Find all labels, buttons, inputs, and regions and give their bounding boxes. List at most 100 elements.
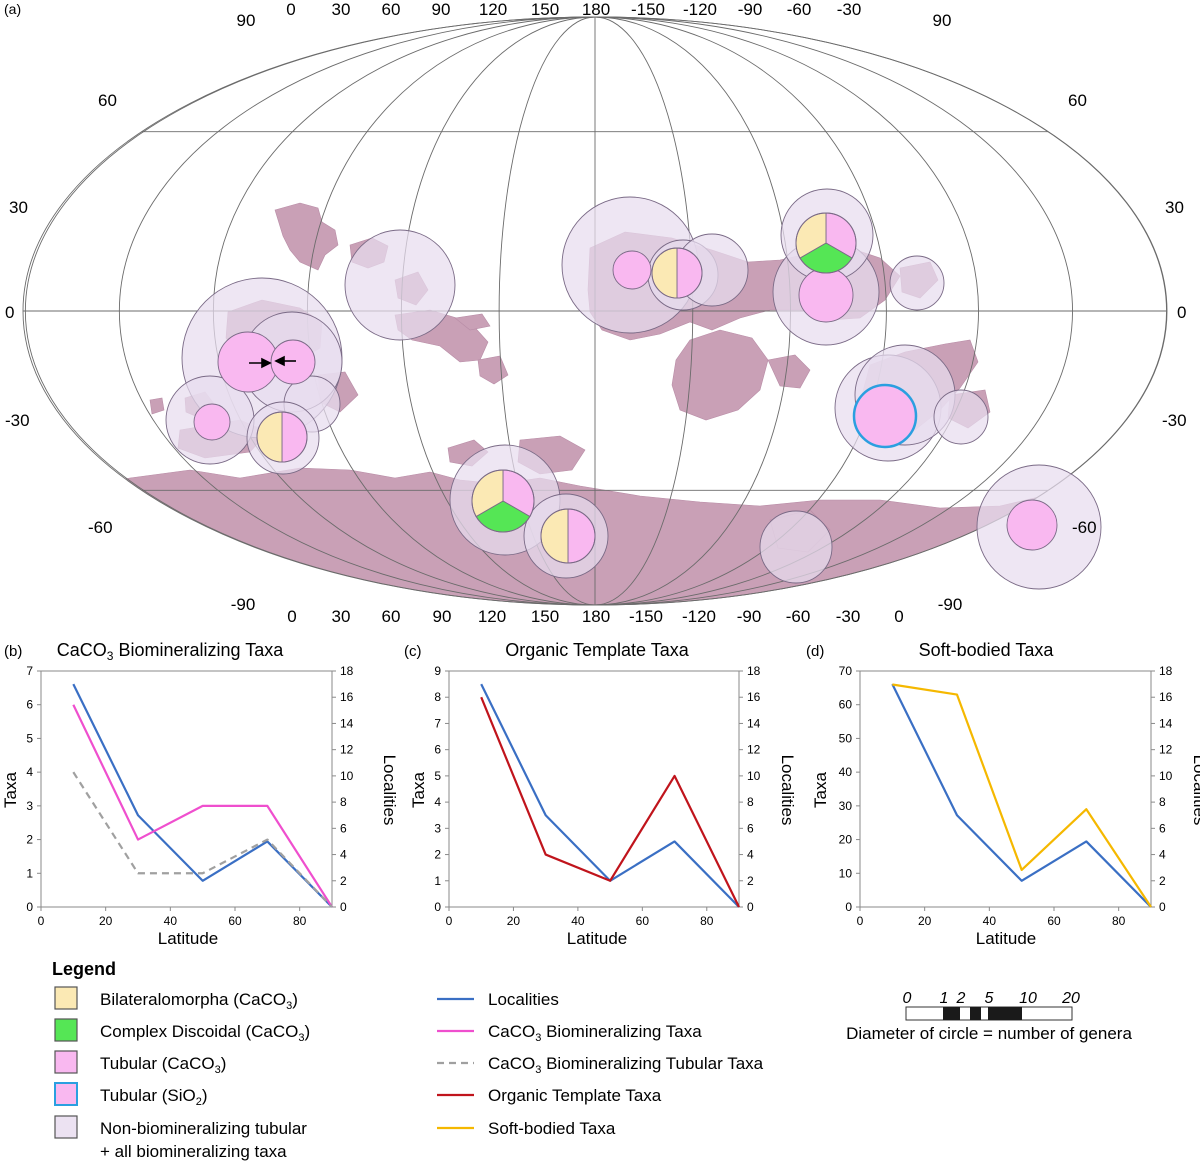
series-line — [480, 696, 740, 908]
lines-d — [891, 683, 1152, 908]
scale-label: 1 — [940, 990, 949, 1007]
bottom-lon-label: 90 — [433, 607, 452, 626]
composition-pie — [540, 508, 596, 564]
legend-swatch-label: Tubular (SiO2) — [100, 1086, 208, 1108]
latitude-labels: 60 30 0 -30 -60 60 30 0 -30 -60 — [5, 91, 1187, 537]
non-biomineralizing-circle — [759, 510, 833, 584]
bottom-lon-label: 30 — [332, 607, 351, 626]
bottom-lon-label: -90 — [938, 595, 963, 614]
scale-bar-segment — [943, 1007, 960, 1020]
x-tick-label: 0 — [857, 914, 864, 928]
y-right-tick-label: 18 — [747, 664, 761, 678]
legend-swatch-label: Tubular (CaCO3) — [100, 1054, 226, 1076]
y-right-tick-label: 8 — [747, 795, 754, 809]
non-biomineralizing-swatch — [54, 1115, 78, 1139]
y-tick-label: 2 — [26, 833, 33, 847]
meridian-line — [594, 16, 1167, 606]
lat-label-right: 0 — [1177, 303, 1186, 322]
x-tick-label: 20 — [918, 914, 932, 928]
axes-d: 0 20 40 60 80 0 10 20 30 40 50 60 70 0 2 4 6 8 10 12 14 16 18 — [839, 664, 1173, 928]
pie-outline — [471, 469, 535, 533]
landmass — [767, 354, 811, 389]
legend-swatch-label: Complex Discoidal (CaCO3) — [100, 1022, 310, 1044]
x-tick-label: 40 — [571, 914, 585, 928]
y-tick-label: 70 — [839, 664, 853, 678]
panel-b-label: (b) — [4, 643, 22, 660]
scale-label: 0 — [903, 990, 912, 1007]
series-line — [892, 683, 1152, 908]
y-right-tick-label: 12 — [340, 743, 354, 757]
meridian-line — [594, 16, 887, 606]
y-right-tick-label: 6 — [1159, 821, 1166, 835]
series-line — [72, 771, 333, 908]
tubular-caco3-circle — [612, 250, 652, 290]
meridian-line — [118, 16, 596, 606]
legend-swatch-item: Complex Discoidal (CaCO3) — [54, 1018, 310, 1044]
top-lon-label: 120 — [479, 0, 507, 19]
top-lon-label: 150 — [531, 0, 559, 19]
top-lon-label: 180 — [582, 0, 610, 19]
y-axis-label-left-d: Taxa — [811, 772, 830, 808]
legend-swatch-label: Bilateralomorpha (CaCO3) — [100, 990, 298, 1012]
legend-line-label: Soft-bodied Taxa — [488, 1119, 616, 1138]
y-tick-label: 1 — [434, 874, 441, 888]
y-right-tick-label: 2 — [1159, 874, 1166, 888]
y-tick-label: 4 — [434, 795, 441, 809]
composition-pie — [795, 212, 857, 274]
bottom-lon-label: -90 — [231, 595, 256, 614]
x-axis-label-d: Latitude — [976, 929, 1037, 948]
plot-frame — [448, 670, 740, 908]
y-right-tick-label: 12 — [1159, 743, 1173, 757]
y-right-tick-label: 8 — [1159, 795, 1166, 809]
top-lon-label: -120 — [683, 0, 717, 19]
scale-caption: Diameter of circle = number of genera — [846, 1024, 1132, 1043]
y-right-tick-label: 16 — [747, 690, 761, 704]
composition-pie — [471, 469, 535, 533]
top-lon-label: 90 — [432, 0, 451, 19]
series-line — [72, 704, 333, 908]
bottom-lon-label: 150 — [531, 607, 559, 626]
legend-line-label: CaCO3 Biomineralizing Tubular Taxa — [488, 1054, 764, 1076]
y-right-tick-label: 6 — [340, 821, 347, 835]
y-axis-label-right-c: Localities — [778, 755, 797, 826]
top-lon-label: -30 — [837, 0, 862, 19]
y-right-tick-label: 10 — [340, 769, 354, 783]
meridian-line — [594, 16, 694, 606]
y-tick-label: 0 — [434, 900, 441, 914]
tubular-caco3-circle — [193, 403, 231, 441]
composition-pie — [256, 411, 308, 463]
panel-d-title: Soft-bodied Taxa — [919, 640, 1055, 660]
lat-label-left: -60 — [88, 518, 113, 537]
title-subscript: 3 — [107, 649, 114, 663]
bottom-lon-label: 0 — [287, 607, 296, 626]
pie-outline — [795, 212, 857, 274]
x-tick-label: 20 — [507, 914, 521, 928]
top-lon-label: 60 — [382, 0, 401, 19]
x-axis-label-b: Latitude — [158, 929, 219, 948]
scale-bar: 0 1 2 5 10 20 Diameter of circle = numbe… — [846, 990, 1132, 1043]
x-tick-label: 0 — [38, 914, 45, 928]
pie-outline — [256, 411, 308, 463]
pie-outline — [651, 247, 703, 299]
y-right-tick-label: 6 — [747, 821, 754, 835]
top-lon-label: 90 — [237, 11, 256, 30]
panel-a-map: (a) — [4, 0, 1187, 626]
bottom-lon-label: -150 — [629, 607, 663, 626]
non-biomineralizing-circle — [933, 389, 989, 445]
legend-swatch-item: Non-biomineralizing tubular + all biomin… — [54, 1115, 307, 1161]
y-tick-label: 5 — [26, 731, 33, 745]
y-right-tick-label: 2 — [747, 874, 754, 888]
y-tick-label: 3 — [434, 821, 441, 835]
left-arrow-head-icon — [274, 355, 285, 367]
legend: Legend Bilateralomorpha (CaCO3) Complex … — [52, 959, 1132, 1161]
top-lon-label: -60 — [787, 0, 812, 19]
legend-line-items: Localities CaCO3 Biomineralizing Taxa Ca… — [437, 990, 764, 1138]
tubular-sio2-circle — [852, 383, 918, 449]
y-tick-label: 30 — [839, 799, 853, 813]
y-right-tick-label: 16 — [1159, 690, 1173, 704]
legend-swatch-item: Tubular (CaCO3) — [54, 1050, 226, 1076]
y-tick-label: 5 — [434, 769, 441, 783]
y-axis-label-right-b: Localities — [380, 755, 399, 826]
bottom-lon-label: -30 — [836, 607, 861, 626]
